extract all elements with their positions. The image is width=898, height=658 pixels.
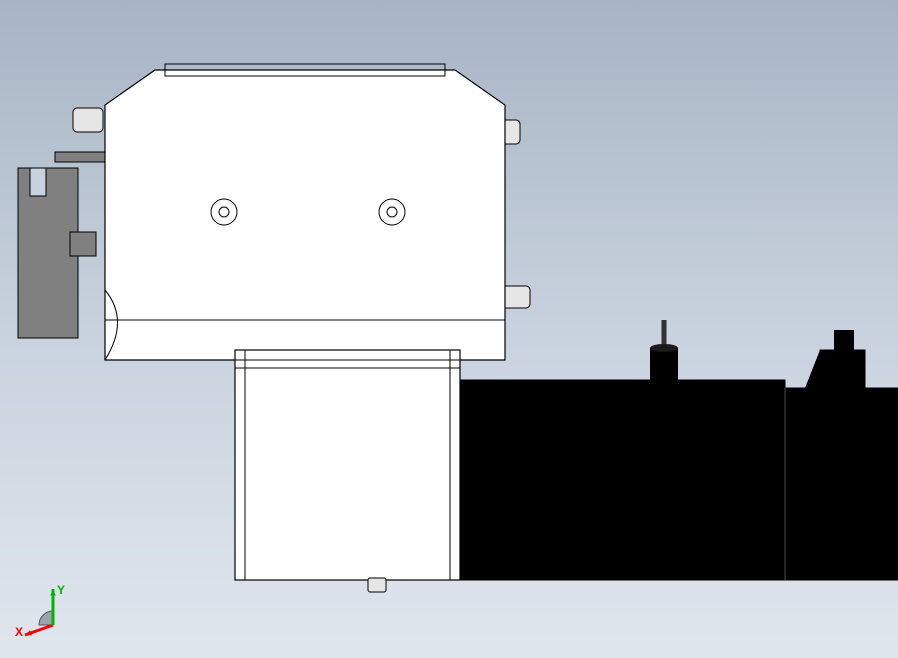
cad-viewport[interactable]: X Y	[0, 0, 898, 658]
motor-assembly	[460, 320, 898, 580]
left-bracket	[18, 152, 110, 338]
axis-x-label: X	[15, 625, 23, 639]
axis-y-label: Y	[57, 583, 65, 597]
model-canvas	[0, 0, 898, 658]
orientation-triad[interactable]: X Y	[15, 573, 85, 643]
